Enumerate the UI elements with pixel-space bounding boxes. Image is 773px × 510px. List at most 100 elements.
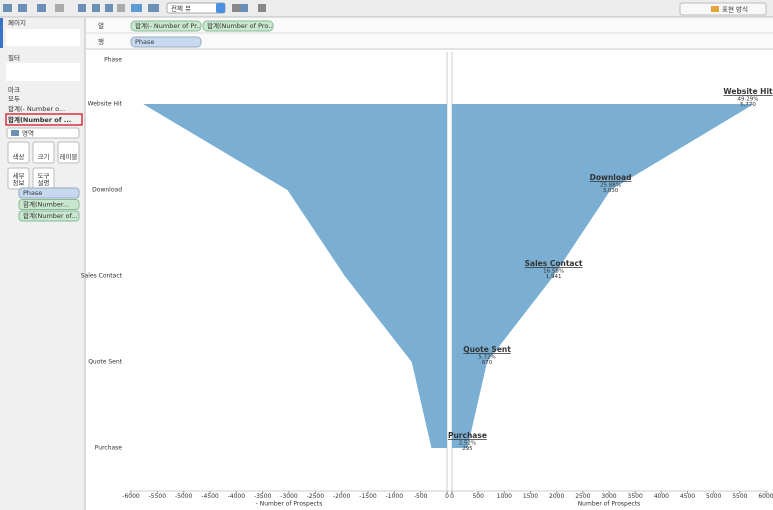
selected-border <box>5 113 83 126</box>
share-label: 49.29% <box>738 97 759 103</box>
mark-type-dropdown[interactable] <box>6 127 80 139</box>
column-pill[interactable] <box>202 20 274 32</box>
column-pill-label: 합계(Number of Pro.. <box>207 21 272 30</box>
show-me-label: 표현 방식 <box>722 5 748 14</box>
y-tick-label: Website Hit <box>88 101 123 108</box>
icon[interactable] <box>148 4 159 12</box>
mark-pill[interactable] <box>18 187 80 199</box>
mark-button-label: 색상 <box>13 152 25 161</box>
toolbar <box>0 0 773 17</box>
column-pill[interactable] <box>130 20 202 32</box>
share-label: 25.88% <box>600 183 621 189</box>
mark-type-icon <box>11 130 19 136</box>
icon[interactable] <box>78 4 86 12</box>
y-axis-title: Phase <box>104 57 122 64</box>
filters-title: 필터 <box>8 53 20 62</box>
value-label: 1,941 <box>546 274 562 280</box>
mark-pill[interactable] <box>18 210 80 222</box>
show-me-icon <box>711 6 719 12</box>
x-tick-label: -4000 <box>228 493 246 500</box>
icon[interactable] <box>18 4 27 12</box>
funnel-area <box>143 104 447 448</box>
icon[interactable] <box>258 4 266 12</box>
category-label: Website Hit <box>723 87 773 96</box>
show-me-button[interactable] <box>679 2 767 16</box>
share-label: 5.72% <box>478 355 495 361</box>
dropdown-arrow[interactable] <box>216 3 225 13</box>
mark-pill-label: 합계(Number of... <box>23 211 78 220</box>
panel-tab <box>0 18 3 48</box>
mark-pill-label: 합계(Number... <box>23 200 69 209</box>
share-label: 16.58% <box>543 269 564 275</box>
icon[interactable] <box>55 4 64 12</box>
marks-all[interactable]: 모두 <box>8 95 20 103</box>
mark-button-label: 크기 <box>38 152 50 161</box>
mark-button-label: 설명 <box>38 178 50 187</box>
x-tick-label: 5500 <box>732 493 747 500</box>
x-tick-label: 1000 <box>497 493 512 500</box>
x-tick-label: 4500 <box>680 493 695 500</box>
x-tick-label: 500 <box>472 493 484 500</box>
mark-pill-label: Phase <box>23 189 42 197</box>
icon[interactable] <box>105 4 113 12</box>
marks-title: 마크 <box>8 85 20 94</box>
y-tick-label: Quote Sent <box>88 359 122 366</box>
mark-button[interactable] <box>7 141 30 164</box>
x-tick-label: -5500 <box>149 493 167 500</box>
category-label: Quote Sent <box>463 345 511 354</box>
pages-title: 페이지 <box>8 18 26 27</box>
column-pill-label: 합계(- Number of Pr.. <box>135 21 200 30</box>
x-tick-label: -3500 <box>254 493 272 500</box>
row-pill[interactable] <box>130 36 202 48</box>
x-tick-label: -5000 <box>175 493 193 500</box>
x-tick-label: -4500 <box>201 493 219 500</box>
left-panel <box>0 18 85 510</box>
share-label: 2.52% <box>459 441 476 447</box>
value-label: 5,770 <box>740 102 756 108</box>
marks-item[interactable]: 합계(Number of ... <box>8 115 71 124</box>
pages-shelf[interactable] <box>6 29 80 46</box>
x-tick-label: 3000 <box>601 493 616 500</box>
x-tick-label: -1000 <box>386 493 404 500</box>
icon[interactable] <box>92 4 100 12</box>
value-label: 3,030 <box>603 188 619 194</box>
y-tick-label: Download <box>92 187 122 194</box>
mark-button-label: 레이블 <box>60 152 78 161</box>
x-tick-label: 2500 <box>575 493 590 500</box>
rows-label: 행 <box>98 37 104 46</box>
x-tick-label: -2000 <box>333 493 351 500</box>
mark-button[interactable] <box>57 141 80 164</box>
mark-type-label: 영역 <box>22 129 34 138</box>
x-tick-label: -3000 <box>280 493 298 500</box>
x-tick-label: -500 <box>414 493 428 500</box>
toolbar-icons <box>3 4 266 12</box>
icon[interactable] <box>37 4 46 12</box>
category-label: Download <box>590 173 632 182</box>
value-label: 670 <box>482 360 493 366</box>
columns-label: 열 <box>98 22 104 30</box>
mark-button-label: 도구 <box>38 172 50 180</box>
x-tick-label: 2000 <box>549 493 564 500</box>
mark-button[interactable] <box>7 167 30 190</box>
funnel-area <box>452 104 754 448</box>
mark-button[interactable] <box>32 141 55 164</box>
row-pill-label: Phase <box>135 38 154 46</box>
view-dropdown-label: 전체 뷰 <box>171 4 191 13</box>
icon[interactable] <box>117 4 125 12</box>
mark-pill[interactable] <box>18 199 80 210</box>
x-axis-title: - Number of Prospects <box>256 501 323 508</box>
x-tick-label: -2500 <box>307 493 325 500</box>
x-axis-title: Number of Prospects <box>578 501 641 508</box>
icon[interactable] <box>240 4 248 12</box>
filters-shelf[interactable] <box>6 63 80 81</box>
y-tick-label: Purchase <box>95 445 123 452</box>
marks-item[interactable]: 합계(- Number o... <box>8 104 65 113</box>
icon[interactable] <box>3 4 12 12</box>
icon[interactable] <box>131 4 142 12</box>
x-tick-label: 3500 <box>628 493 643 500</box>
value-label: 295 <box>462 446 473 452</box>
icon[interactable] <box>232 4 240 12</box>
x-tick-label: -1500 <box>359 493 377 500</box>
